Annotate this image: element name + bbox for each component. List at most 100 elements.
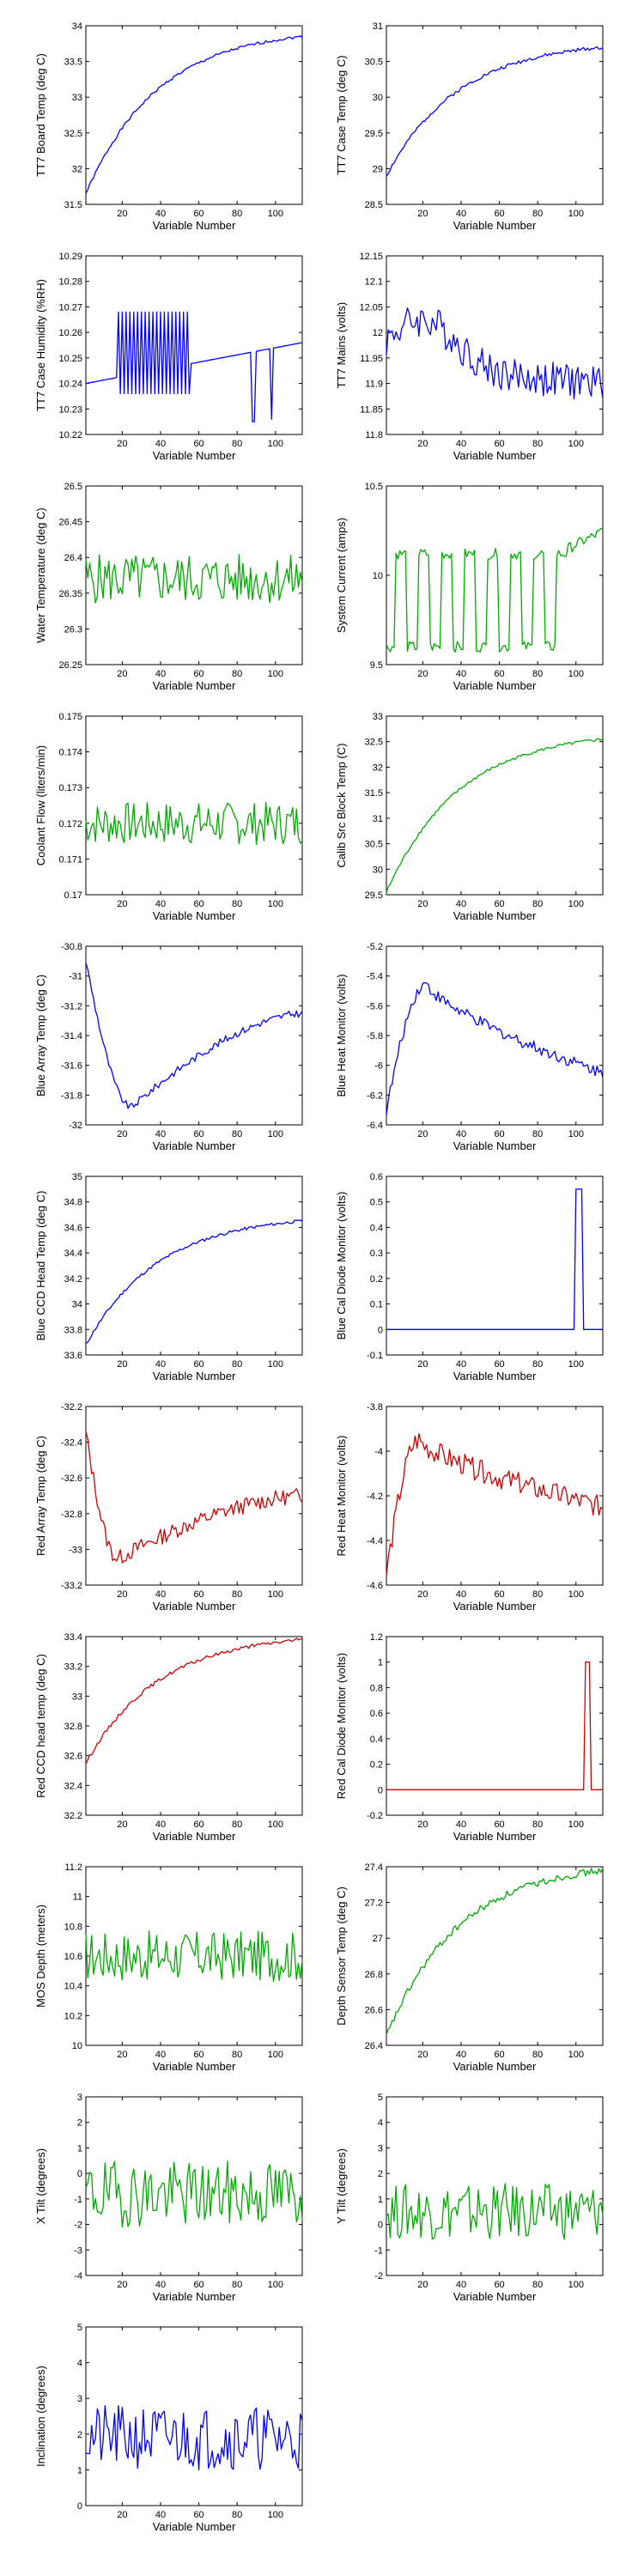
y-tick-label: 33.4 bbox=[64, 1632, 82, 1643]
x-axis-label: Variable Number bbox=[153, 1370, 236, 1382]
y-axis-label: Y Tilt (degrees) bbox=[335, 2148, 348, 2224]
y-tick-label: 0.4 bbox=[370, 1223, 383, 1233]
y-tick-label: 10.8 bbox=[64, 1922, 82, 1932]
x-tick-label: 20 bbox=[117, 1820, 127, 1830]
y-tick-label: 3 bbox=[378, 2143, 383, 2154]
y-tick-label: 31 bbox=[373, 21, 383, 32]
chart-panel: 26.25 26.3 26.35 26.4 26.45 26.5 20 40 60 80 100 Va… bbox=[34, 482, 303, 692]
y-tick-label: 0.8 bbox=[370, 1683, 383, 1693]
y-tick-label: -4.4 bbox=[367, 1536, 383, 1546]
y-tick-label: 10 bbox=[373, 571, 383, 581]
x-tick-label: 80 bbox=[532, 209, 543, 219]
y-tick-label: 0.2 bbox=[370, 1760, 383, 1771]
x-tick-label: 100 bbox=[568, 2280, 584, 2290]
y-tick-label: 33 bbox=[373, 712, 383, 722]
x-tick-label: 100 bbox=[568, 209, 584, 219]
y-tick-label: 12 bbox=[373, 328, 383, 338]
plot-frame bbox=[386, 1176, 604, 1356]
x-tick-label: 20 bbox=[417, 209, 428, 219]
x-tick-label: 80 bbox=[232, 1589, 242, 1600]
x-tick-label: 100 bbox=[568, 1589, 584, 1600]
y-tick-label: 26.6 bbox=[365, 2005, 383, 2015]
y-tick-label: 26.25 bbox=[58, 660, 82, 671]
plot-frame bbox=[85, 1636, 303, 1816]
y-axis-label: Depth Sensor Temp (deg C) bbox=[335, 1886, 348, 2026]
y-tick-label: 5 bbox=[77, 2323, 82, 2333]
y-tick-label: -32.8 bbox=[61, 1510, 82, 1520]
x-tick-label: 80 bbox=[232, 1129, 242, 1139]
x-tick-label: 100 bbox=[268, 1820, 283, 1830]
y-tick-label: 33.5 bbox=[64, 58, 82, 68]
chart-panel: -0.1 0 0.1 0.2 0.3 0.4 0.5 0.6 20 40 60 80 100 Variab… bbox=[335, 1172, 604, 1382]
series-line bbox=[386, 981, 604, 1115]
y-tick-label: -4 bbox=[374, 1447, 383, 1457]
y-axis-label: Blue Array Temp (deg C) bbox=[34, 975, 47, 1097]
plot-frame bbox=[386, 945, 604, 1126]
x-tick-label: 40 bbox=[456, 1359, 466, 1370]
x-tick-label: 40 bbox=[155, 1359, 166, 1370]
x-tick-label: 60 bbox=[193, 1589, 204, 1600]
y-axis-label: Blue Heat Monitor (volts) bbox=[335, 974, 348, 1097]
y-tick-label: 11.9 bbox=[365, 380, 383, 390]
y-tick-label: -32.6 bbox=[61, 1473, 82, 1484]
y-tick-label: 0.173 bbox=[58, 783, 82, 793]
y-tick-label: 0.2 bbox=[370, 1274, 383, 1285]
y-tick-label: 10.4 bbox=[64, 1982, 82, 1992]
y-tick-label: 10.24 bbox=[58, 380, 82, 390]
x-tick-label: 60 bbox=[494, 1589, 504, 1600]
x-tick-label: 60 bbox=[494, 899, 504, 909]
x-tick-label: 40 bbox=[456, 1129, 466, 1139]
y-tick-label: 10.5 bbox=[365, 482, 383, 492]
x-tick-label: 40 bbox=[456, 2280, 466, 2290]
series-line bbox=[386, 307, 604, 400]
y-tick-label: 34.2 bbox=[64, 1274, 82, 1285]
y-tick-label: -3 bbox=[74, 2245, 82, 2256]
y-tick-label: 32 bbox=[72, 164, 82, 174]
chart-panel: 0 1 2 3 4 5 20 40 60 80 100 Variable Number Inclinat… bbox=[34, 2323, 303, 2533]
y-tick-label: 26.4 bbox=[64, 553, 82, 563]
x-tick-label: 100 bbox=[268, 899, 283, 909]
x-tick-label: 40 bbox=[456, 899, 466, 909]
x-tick-label: 80 bbox=[532, 1820, 543, 1830]
x-tick-label: 60 bbox=[494, 2280, 504, 2290]
x-tick-label: 60 bbox=[193, 2050, 204, 2060]
series-line bbox=[386, 2183, 604, 2240]
series-line bbox=[85, 2405, 303, 2470]
x-tick-label: 100 bbox=[568, 669, 584, 679]
y-tick-label: 2 bbox=[77, 2118, 82, 2129]
x-tick-label: 100 bbox=[268, 209, 283, 219]
x-tick-label: 60 bbox=[193, 209, 204, 219]
x-axis-label: Variable Number bbox=[153, 219, 236, 232]
y-axis-label: Red Array Temp (deg C) bbox=[34, 1436, 47, 1556]
y-axis-label: Coolant Flow (liters/min) bbox=[34, 745, 47, 866]
chart-panel: 28.5 29 29.5 30 30.5 31 20 40 60 80 100 Variable Nu… bbox=[335, 21, 604, 232]
y-tick-label: 33.8 bbox=[64, 1325, 82, 1335]
y-tick-label: 0.1 bbox=[370, 1300, 383, 1310]
chart-panel: -33.2 -33 -32.8 -32.6 -32.4 -32.2 20 40 60 80 100 V… bbox=[34, 1402, 303, 1613]
y-tick-label: 30.5 bbox=[365, 58, 383, 68]
x-tick-label: 80 bbox=[232, 2510, 242, 2520]
y-tick-label: 1 bbox=[378, 1658, 383, 1668]
plot-frame bbox=[386, 255, 604, 435]
y-tick-label: 34 bbox=[72, 1300, 82, 1310]
chart-panel: 0.17 0.171 0.172 0.173 0.174 0.175 20 40 60 80 100… bbox=[34, 712, 303, 922]
x-tick-label: 60 bbox=[193, 2510, 204, 2520]
y-tick-label: -2 bbox=[374, 2271, 383, 2281]
y-tick-label: -6.4 bbox=[367, 1121, 383, 1131]
x-tick-label: 20 bbox=[117, 669, 127, 679]
plot-frame bbox=[85, 715, 303, 896]
series-line bbox=[386, 738, 604, 893]
y-tick-label: 0.5 bbox=[370, 1198, 383, 1208]
y-tick-label: 26.5 bbox=[64, 482, 82, 492]
y-tick-label: 33.6 bbox=[64, 1351, 82, 1361]
x-tick-label: 20 bbox=[417, 2050, 428, 2060]
x-tick-label: 20 bbox=[117, 2280, 127, 2290]
x-tick-label: 40 bbox=[155, 1820, 166, 1830]
x-axis-label: Variable Number bbox=[153, 2060, 236, 2073]
x-axis-label: Variable Number bbox=[153, 1139, 236, 1152]
y-tick-label: 10.29 bbox=[58, 252, 82, 262]
y-axis-label: X Tilt (degrees) bbox=[34, 2148, 47, 2224]
y-tick-label: 1 bbox=[378, 2195, 383, 2205]
x-tick-label: 100 bbox=[568, 2050, 584, 2060]
y-tick-label: 1.2 bbox=[370, 1632, 383, 1643]
